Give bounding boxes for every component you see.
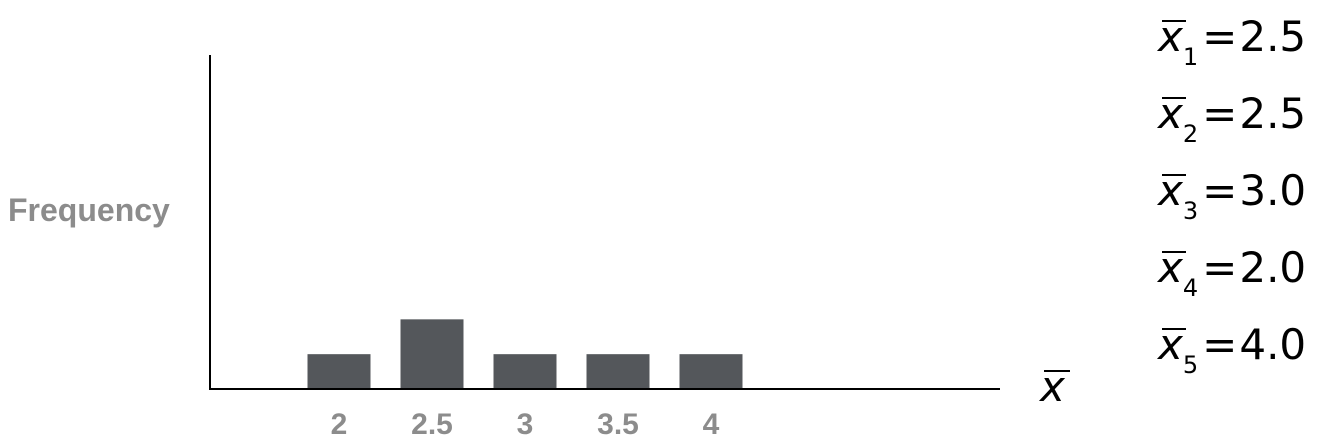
subscript: 4 <box>1182 274 1199 302</box>
sample-mean-4: x4=2.0 <box>1158 247 1306 324</box>
bar-2.5 <box>400 319 464 389</box>
x-tick-label: 2.5 <box>411 408 453 440</box>
subscript: 3 <box>1182 197 1199 225</box>
y-axis-label: Frequency <box>8 192 170 228</box>
equals-sign: = <box>1202 243 1238 292</box>
mean-symbol: x <box>1158 243 1183 292</box>
subscript: 5 <box>1182 351 1199 379</box>
mean-symbol: x <box>1158 89 1183 138</box>
mean-symbol: x <box>1158 320 1183 369</box>
subscript: 1 <box>1182 43 1199 71</box>
mean-value: 4.0 <box>1239 320 1307 369</box>
mean-value: 3.0 <box>1239 166 1307 215</box>
bar-3 <box>493 354 557 389</box>
bar-2 <box>307 354 371 389</box>
equals-sign: = <box>1202 12 1238 61</box>
sample-means-list: x1=2.5 x2=2.5 x3=3.0 x4=2.0 x5=4.0 <box>1158 16 1306 401</box>
x-tick-label: 3.5 <box>597 408 639 440</box>
mean-value: 2.5 <box>1239 89 1307 138</box>
x-tick-label: 4 <box>703 408 720 440</box>
equals-sign: = <box>1202 166 1238 215</box>
sample-mean-2: x2=2.5 <box>1158 93 1306 170</box>
sample-mean-1: x1=2.5 <box>1158 16 1306 93</box>
mean-symbol: x <box>1158 12 1183 61</box>
subscript: 2 <box>1182 120 1199 148</box>
equals-sign: = <box>1202 320 1238 369</box>
equals-sign: = <box>1202 89 1238 138</box>
mean-symbol: x <box>1158 166 1183 215</box>
x-tick-label: 3 <box>517 408 534 440</box>
x-axis-label: x <box>1040 366 1070 408</box>
mean-value: 2.5 <box>1239 12 1307 61</box>
x-tick-label: 2 <box>331 408 348 440</box>
sample-mean-5: x5=4.0 <box>1158 324 1306 401</box>
bar-3.5 <box>586 354 650 389</box>
sample-mean-3: x3=3.0 <box>1158 170 1306 247</box>
bar-4 <box>679 354 743 389</box>
mean-value: 2.0 <box>1239 243 1307 292</box>
x-axis-symbol: x <box>1040 362 1065 411</box>
